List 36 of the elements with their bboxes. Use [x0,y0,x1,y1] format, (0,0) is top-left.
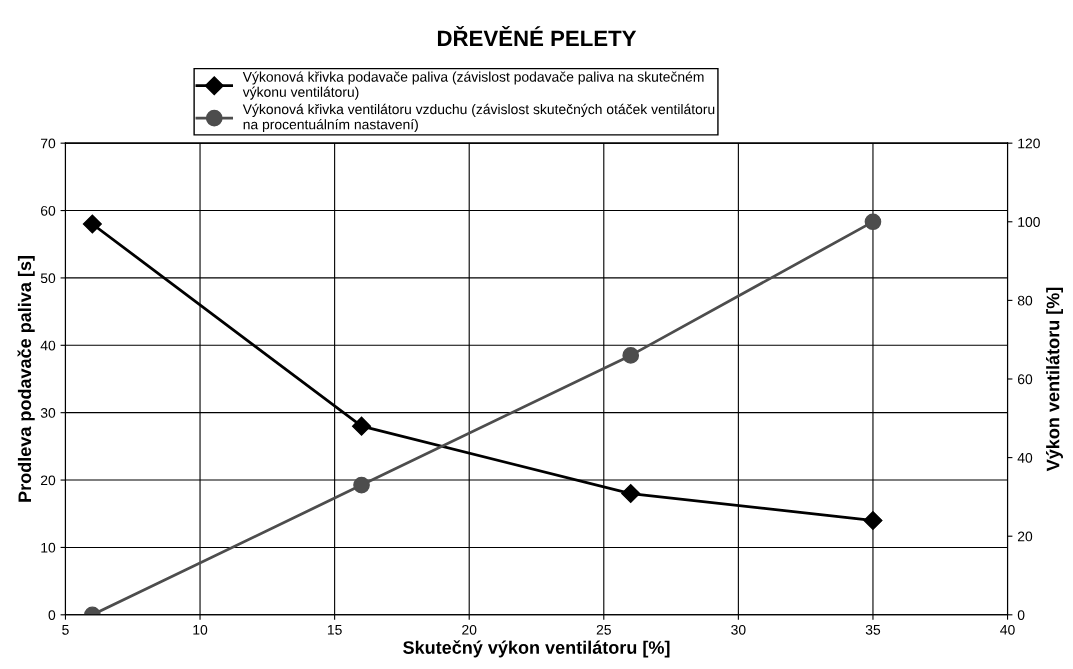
point [621,483,641,504]
y-tick-label: 60 [40,205,56,216]
x-tick-label: 10 [193,624,208,635]
y2-tick-label: 40 [1017,452,1033,463]
point [622,347,640,364]
y-tick-label: 30 [40,408,56,418]
y2-axis-title: Výkon ventilátoru [%] [1046,287,1063,472]
x-tick-label: 5 [62,625,69,635]
y-tick-label: 40 [40,340,56,351]
y-tick-label: 50 [40,273,56,284]
x-axis-title: Skutečný výkon ventilátoru [%] [403,640,670,658]
x-tick-label: 20 [462,624,477,635]
legend-label: Výkonová křivka podavače paliva (závislost podavače paliva na skutečném výkonu ventilátoru) [242,71,704,100]
point [864,213,882,231]
point [863,510,883,531]
y-axis-title: Prodleva podavače paliva [s] [17,256,35,502]
x-tick-label: 40 [1000,624,1015,635]
y2-tick-label: 80 [1017,295,1033,306]
x-tick-label: 25 [596,624,611,635]
y-tick-label: 70 [41,138,56,149]
legend-label: Výkonová křivka ventilátoru vzduchu (závislost skutečných otáček ventilátoru na procentuálním nastavení) [242,103,715,133]
y2-tick-label: 0 [1017,610,1025,620]
y2-tick-label: 20 [1017,531,1033,542]
point [353,476,370,494]
x-tick-label: 30 [731,624,746,635]
x-tick-label: 15 [327,625,342,635]
y2-tick-label: 100 [1018,217,1040,227]
x-tick-label: 35 [865,624,881,635]
point [352,416,372,436]
chart-title: DŘEVĚNÉ PELETY [437,26,637,46]
point [82,214,102,234]
y-tick-label: 20 [40,475,56,486]
y-tick-label: 0 [48,610,56,620]
y2-tick-label: 120 [1018,138,1040,149]
y2-tick-label: 60 [1017,374,1033,385]
y-tick-label: 10 [41,542,56,553]
